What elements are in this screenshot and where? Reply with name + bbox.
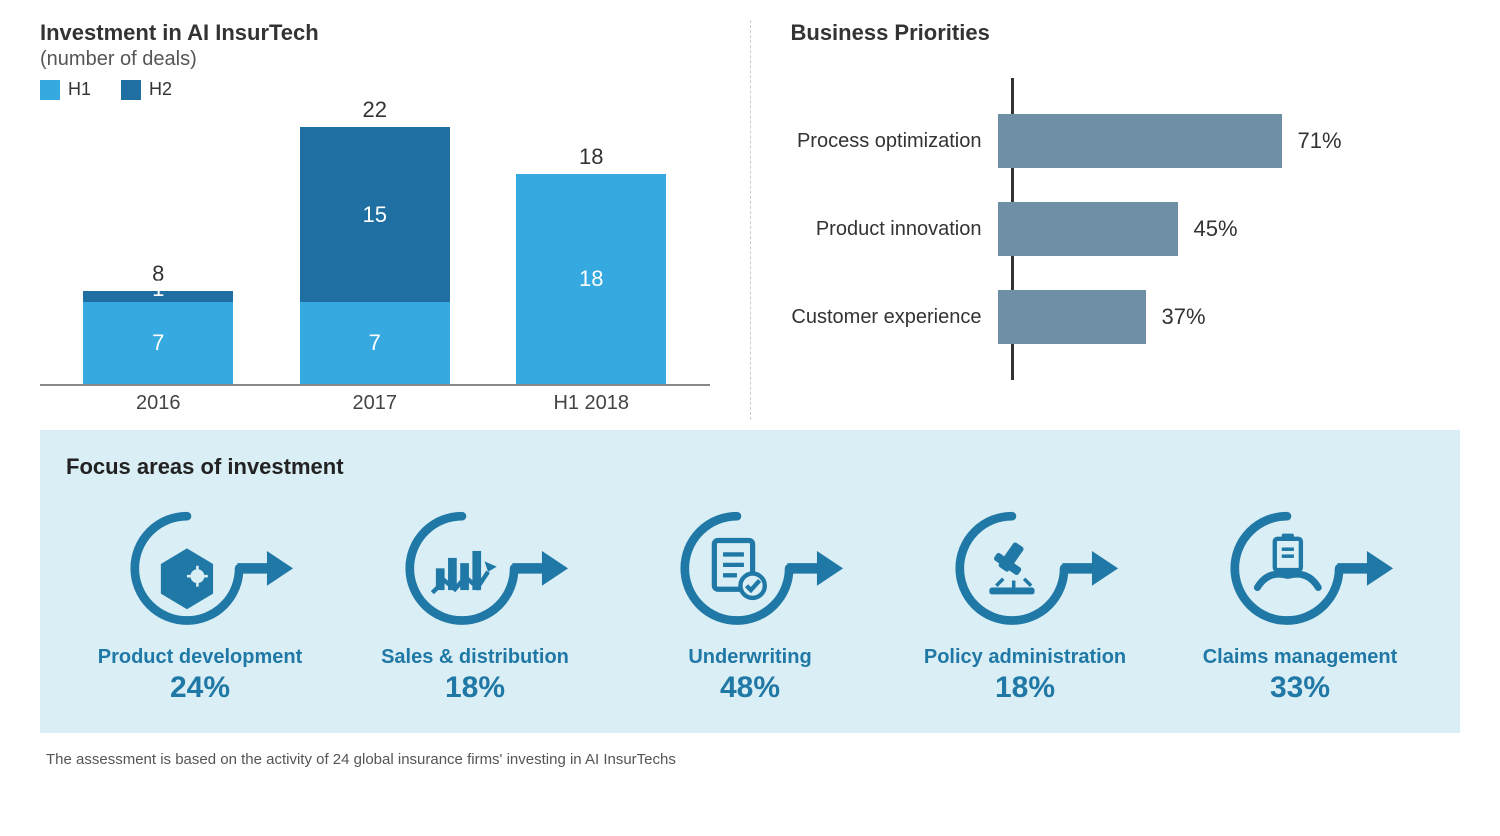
doc-check-icon	[650, 494, 850, 634]
focus-item-percent: 18%	[345, 671, 605, 705]
focus-areas-row: Product development24% Sales & distribut…	[60, 494, 1440, 705]
focus-item-percent: 33%	[1170, 671, 1430, 705]
focus-item: Product development24%	[70, 494, 330, 705]
bar-total-label: 18	[579, 144, 603, 170]
focus-item-label: Claims management	[1170, 646, 1430, 669]
priorities-chart-panel: Business Priorities Process optimization…	[750, 20, 1461, 420]
footnote-text: The assessment is based on the activity …	[0, 733, 1500, 768]
focus-item: Claims management33%	[1170, 494, 1430, 705]
hbar-bar-wrap: 71%	[998, 114, 1461, 168]
bar-segment-h2: 15	[300, 127, 450, 302]
hbar-row: Process optimization71%	[1014, 106, 1461, 176]
focus-item-percent: 48%	[620, 671, 880, 705]
hbar-bar-wrap: 37%	[998, 290, 1461, 344]
focus-item-label: Underwriting	[620, 646, 880, 669]
hbar-label: Customer experience	[778, 306, 998, 329]
focus-item-percent: 18%	[895, 671, 1155, 705]
hbar-row: Customer experience37%	[1014, 282, 1461, 352]
hbar-label: Product innovation	[778, 218, 998, 241]
hbar-bar	[998, 290, 1146, 344]
hbar-row: Product innovation45%	[1014, 194, 1461, 264]
priorities-chart-title: Business Priorities	[791, 20, 1461, 46]
bar-segment-h1: 7	[300, 302, 450, 384]
stacked-bar: 715	[300, 127, 450, 384]
investment-stacked-chart: 871227151818	[40, 106, 710, 386]
stacked-bar: 71	[83, 291, 233, 384]
investment-chart-panel: Investment in AI InsurTech (number of de…	[40, 20, 740, 420]
xaxis-label: 2017	[300, 392, 450, 415]
bar-trend-icon	[375, 494, 575, 634]
gavel-icon	[925, 494, 1125, 634]
hbar-bar	[998, 114, 1282, 168]
hbar-value-label: 37%	[1162, 304, 1206, 330]
legend-item-h2: H2	[121, 79, 172, 100]
legend-swatch-h1	[40, 80, 60, 100]
xaxis-label: H1 2018	[516, 392, 666, 415]
stacked-bar: 18	[516, 174, 666, 384]
legend-label-h2: H2	[149, 79, 172, 100]
bar-total-label: 22	[363, 97, 387, 123]
hands-doc-icon	[1200, 494, 1400, 634]
bar-segment-h1: 7	[83, 302, 233, 384]
xaxis-label: 2016	[83, 392, 233, 415]
hbar-bar-wrap: 45%	[998, 202, 1461, 256]
focus-item-label: Product development	[70, 646, 330, 669]
focus-item-label: Sales & distribution	[345, 646, 605, 669]
hbar-label: Process optimization	[778, 130, 998, 153]
box-gear-icon	[100, 494, 300, 634]
focus-areas-title: Focus areas of investment	[60, 454, 1440, 480]
legend-item-h1: H1	[40, 79, 91, 100]
focus-item: Policy administration18%	[895, 494, 1155, 705]
investment-chart-xaxis: 2016 2017 H1 2018	[40, 386, 710, 415]
hbar-value-label: 45%	[1194, 216, 1238, 242]
legend-label-h1: H1	[68, 79, 91, 100]
hbar-bar	[998, 202, 1178, 256]
focus-item: Sales & distribution18%	[345, 494, 605, 705]
bar-segment-h1: 18	[516, 174, 666, 384]
focus-item: Underwriting48%	[620, 494, 880, 705]
focus-item-percent: 24%	[70, 671, 330, 705]
stacked-bar-column: 1818	[516, 144, 666, 384]
hbar-value-label: 71%	[1298, 128, 1342, 154]
investment-chart-subtitle: (number of deals)	[40, 48, 710, 71]
bar-segment-h2: 1	[83, 291, 233, 303]
stacked-bar-column: 22 715	[300, 97, 450, 384]
focus-areas-panel: Focus areas of investment Product develo…	[40, 430, 1460, 733]
priorities-hbar-chart: Process optimization71% Product innovatio…	[1011, 78, 1461, 380]
legend-swatch-h2	[121, 80, 141, 100]
focus-item-label: Policy administration	[895, 646, 1155, 669]
investment-chart-title: Investment in AI InsurTech	[40, 20, 710, 46]
stacked-bar-column: 871	[83, 261, 233, 384]
